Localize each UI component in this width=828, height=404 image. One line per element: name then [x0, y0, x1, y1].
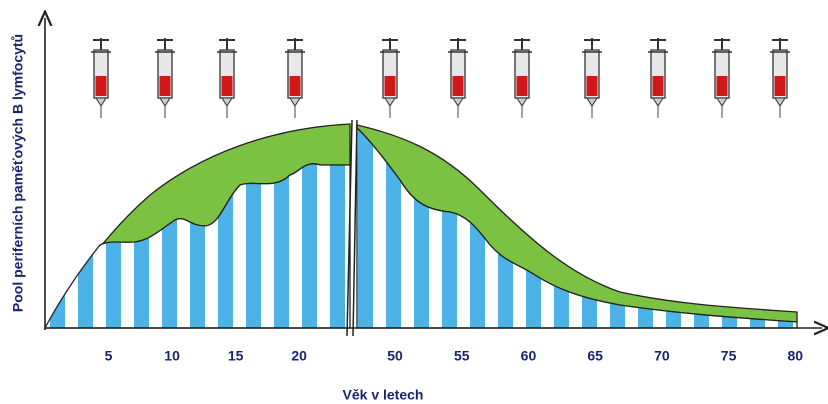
syringe — [448, 38, 468, 118]
syringe — [91, 38, 111, 118]
x-tick-label: 80 — [788, 348, 804, 364]
syringe-blood — [160, 76, 171, 96]
syringes — [91, 38, 790, 118]
x-tick-label: 55 — [454, 348, 470, 364]
syringe-blood — [96, 76, 107, 96]
y-axis-title: Pool periferních paměťových B lymfocytů — [10, 34, 26, 312]
syringe-tip — [160, 98, 170, 106]
x-tick-label: 5 — [105, 348, 113, 364]
syringe-blood — [222, 76, 233, 96]
x-tick-label: 15 — [228, 348, 244, 364]
syringe — [770, 38, 790, 118]
x-tick-label: 65 — [587, 348, 603, 364]
syringe-blood — [385, 76, 396, 96]
syringe-blood — [775, 76, 786, 96]
syringe-blood — [717, 76, 728, 96]
syringe-blood — [290, 76, 301, 96]
syringe-blood — [653, 76, 664, 96]
syringe-tip — [222, 98, 232, 106]
syringe-tip — [385, 98, 395, 106]
syringe-tip — [587, 98, 597, 106]
x-tick-label: 20 — [291, 348, 307, 364]
syringe — [512, 38, 532, 118]
syringe — [648, 38, 668, 118]
syringe-tip — [653, 98, 663, 106]
x-tick-label: 10 — [164, 348, 180, 364]
syringe-tip — [717, 98, 727, 106]
syringe-blood — [587, 76, 598, 96]
syringe-tip — [290, 98, 300, 106]
chart: Věk v letech Pool periferních paměťových… — [0, 0, 828, 404]
syringe-blood — [517, 76, 528, 96]
syringe — [217, 38, 237, 118]
syringe — [582, 38, 602, 118]
syringe-blood — [453, 76, 464, 96]
syringe-tip — [453, 98, 463, 106]
syringe-tip — [96, 98, 106, 106]
syringe — [285, 38, 305, 118]
x-tick-label: 75 — [721, 348, 737, 364]
syringe — [712, 38, 732, 118]
syringe — [155, 38, 175, 118]
x-tick-label: 60 — [521, 348, 537, 364]
x-tick-label: 70 — [654, 348, 670, 364]
x-tick-label: 50 — [387, 348, 403, 364]
syringe-tip — [775, 98, 785, 106]
syringe-tip — [517, 98, 527, 106]
x-axis-title: Věk v letech — [343, 387, 424, 403]
syringe — [380, 38, 400, 118]
